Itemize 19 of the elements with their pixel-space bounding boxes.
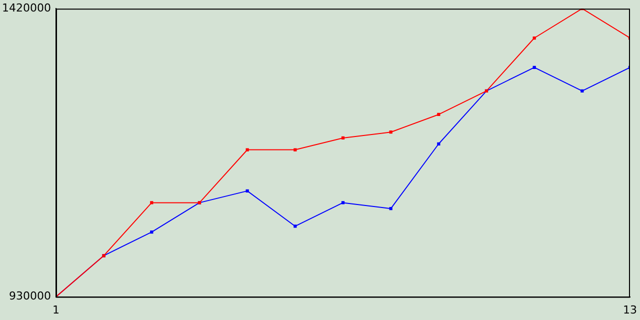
y-tick-label: 930000 <box>8 290 51 303</box>
point <box>341 136 345 140</box>
point <box>246 148 249 152</box>
point <box>294 148 297 152</box>
point <box>437 112 440 116</box>
y-tick-label: 1420000 <box>2 1 51 14</box>
x-tick-label: 13 <box>623 303 637 316</box>
point <box>294 224 297 228</box>
point <box>580 89 584 93</box>
point <box>389 130 392 134</box>
point <box>341 201 345 204</box>
point <box>150 201 154 204</box>
point <box>246 189 249 192</box>
point <box>437 142 440 146</box>
point <box>150 230 154 234</box>
point <box>532 66 536 69</box>
point <box>389 207 392 210</box>
point <box>532 36 536 40</box>
x-tick-label: 1 <box>52 303 60 316</box>
